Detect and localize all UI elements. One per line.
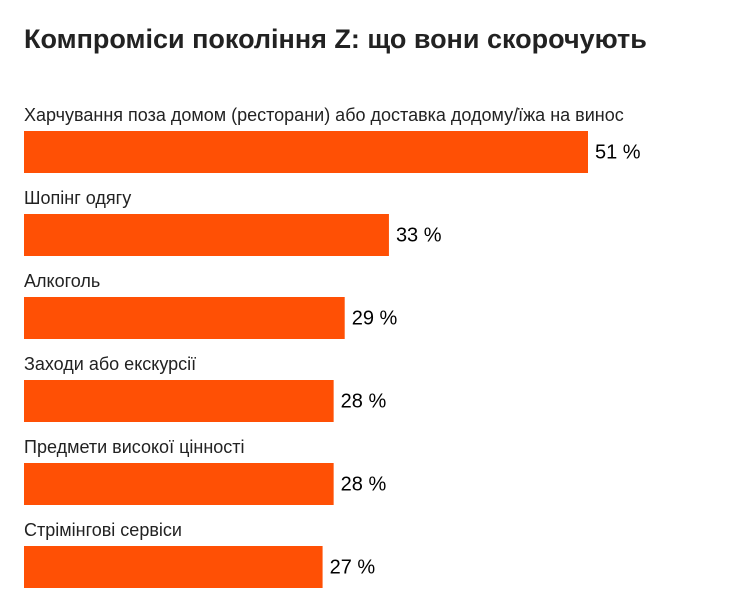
bar (24, 214, 389, 256)
chart-title: Компроміси покоління Z: що вони скорочую… (24, 24, 647, 54)
category-label: Предмети високої цінності (24, 437, 245, 457)
bar (24, 131, 588, 173)
value-label: 29 % (352, 307, 398, 329)
value-label: 33 % (396, 224, 442, 246)
value-label: 27 % (330, 556, 376, 578)
value-label: 51 % (595, 141, 641, 163)
category-label: Стрімінгові сервіси (24, 520, 182, 540)
category-label: Шопінг одягу (24, 188, 131, 208)
bar (24, 546, 323, 588)
category-label: Харчування поза домом (ресторани) або до… (24, 105, 624, 125)
bar (24, 463, 334, 505)
category-label: Заходи або екскурсії (24, 354, 196, 374)
bar (24, 380, 334, 422)
category-label: Алкоголь (24, 271, 100, 291)
value-label: 28 % (341, 473, 387, 495)
bar (24, 297, 345, 339)
value-label: 28 % (341, 390, 387, 412)
